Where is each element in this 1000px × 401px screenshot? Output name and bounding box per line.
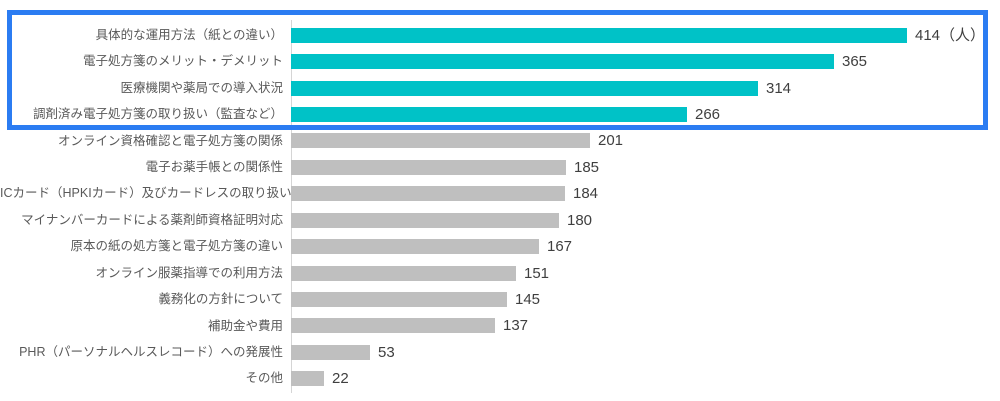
bar-row: 医療機関や薬局での導入状況 314 xyxy=(0,75,1000,101)
value-label: 22 xyxy=(332,370,349,388)
bar-rows-container: 具体的な運用方法（紙との違い） 414（人） 電子処方箋のメリット・デメリット 365… xyxy=(0,22,1000,392)
bar-row: 補助金や費用 137 xyxy=(0,313,1000,339)
bar-area: 22 xyxy=(291,370,1000,388)
bar-area: 145 xyxy=(291,290,1000,308)
bar xyxy=(291,27,907,43)
bar-row: オンライン資格確認と電子処方箋の関係 201 xyxy=(0,128,1000,154)
bar-area: 266 xyxy=(291,105,1000,123)
category-label: その他 xyxy=(245,371,283,386)
category-label: マイナンバーカードによる薬剤師資格証明対応 xyxy=(21,212,283,227)
bar-area: 201 xyxy=(291,132,1000,150)
category-label: 補助金や費用 xyxy=(207,318,283,333)
value-label: 53 xyxy=(378,343,395,361)
bar xyxy=(291,106,687,122)
value-label: 167 xyxy=(547,238,573,256)
bar-area: 185 xyxy=(291,158,1000,176)
bar-area: 137 xyxy=(291,317,1000,335)
bar xyxy=(291,212,559,228)
bar-area: 365 xyxy=(291,53,1000,71)
value-label: 180 xyxy=(567,211,593,229)
bar-area: 167 xyxy=(291,238,1000,256)
value-label: 185 xyxy=(574,158,600,176)
category-label: 医療機関や薬局での導入状況 xyxy=(120,80,283,95)
bar xyxy=(291,239,539,255)
bar-row: 具体的な運用方法（紙との違い） 414（人） xyxy=(0,22,1000,48)
bar-area: 180 xyxy=(291,211,1000,229)
category-label: オンライン服薬指導での利用方法 xyxy=(95,265,283,280)
value-label: 151 xyxy=(524,264,550,282)
category-label: PHR（パーソナルヘルスレコード）への発展性 xyxy=(19,345,283,360)
y-axis-line xyxy=(291,20,292,393)
bar xyxy=(291,159,566,175)
category-label: 具体的な運用方法（紙との違い） xyxy=(95,27,283,42)
bar-area: 314 xyxy=(291,79,1000,97)
bar-area: 53 xyxy=(291,343,1000,361)
bar-row: 原本の紙の処方箋と電子処方箋の違い 167 xyxy=(0,233,1000,259)
category-label: オンライン資格確認と電子処方箋の関係 xyxy=(57,133,283,148)
bar-row: マイナンバーカードによる薬剤師資格証明対応 180 xyxy=(0,207,1000,233)
bar xyxy=(291,54,834,70)
bar-row: その他 22 xyxy=(0,365,1000,391)
category-label: 原本の紙の処方箋と電子処方箋の違い xyxy=(70,239,283,254)
bar xyxy=(291,318,495,334)
value-label: 201 xyxy=(598,132,624,150)
value-label: 137 xyxy=(503,317,529,335)
bar xyxy=(291,344,370,360)
category-label: 義務化の方針について xyxy=(158,292,283,307)
bar xyxy=(291,80,758,96)
bar-row: 電子お薬手帳との関係性 185 xyxy=(0,154,1000,180)
value-label: 266 xyxy=(695,105,721,123)
bar-row: 義務化の方針について 145 xyxy=(0,286,1000,312)
value-label: 314 xyxy=(766,79,792,97)
bar xyxy=(291,371,324,387)
bar-row: ICカード（HPKIカード）及びカードレスの取り扱い 184 xyxy=(0,181,1000,207)
value-label: 414（人） xyxy=(915,26,986,44)
value-label: 145 xyxy=(515,290,541,308)
bar-row: オンライン服薬指導での利用方法 151 xyxy=(0,260,1000,286)
bar-area: 414（人） xyxy=(291,26,1000,44)
category-label: 調剤済み電子処方箋の取り扱い（監査など） xyxy=(32,107,283,122)
category-label: ICカード（HPKIカード）及びカードレスの取り扱い xyxy=(0,186,292,201)
bar xyxy=(291,291,507,307)
value-label: 365 xyxy=(842,53,868,71)
bar-row: 調剤済み電子処方箋の取り扱い（監査など） 266 xyxy=(0,101,1000,127)
bar xyxy=(291,265,516,281)
category-label: 電子お薬手帳との関係性 xyxy=(145,160,283,175)
value-label: 184 xyxy=(573,185,599,203)
category-label: 電子処方箋のメリット・デメリット xyxy=(82,54,283,69)
bar xyxy=(291,133,590,149)
bar-row: PHR（パーソナルヘルスレコード）への発展性 53 xyxy=(0,339,1000,365)
bar xyxy=(291,186,565,202)
bar-area: 184 xyxy=(291,185,1000,203)
bar-row: 電子処方箋のメリット・デメリット 365 xyxy=(0,48,1000,74)
bar-area: 151 xyxy=(291,264,1000,282)
